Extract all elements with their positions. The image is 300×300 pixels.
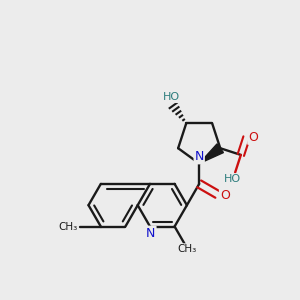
- Text: N: N: [194, 150, 204, 164]
- Text: N: N: [146, 226, 156, 240]
- Text: HO: HO: [224, 174, 241, 184]
- Text: CH₃: CH₃: [58, 221, 77, 232]
- Text: HO: HO: [163, 92, 180, 102]
- Text: CH₃: CH₃: [177, 244, 196, 254]
- Polygon shape: [199, 144, 224, 164]
- Text: O: O: [248, 131, 258, 144]
- Text: O: O: [220, 189, 230, 202]
